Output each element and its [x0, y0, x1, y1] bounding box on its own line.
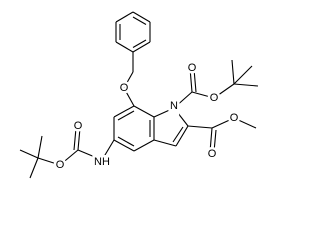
atom-label: O [188, 62, 197, 74]
bonds [19, 11, 259, 179]
atom-label: O [230, 112, 239, 124]
atom-label: O [56, 159, 65, 171]
atom-labels: O N O O O O NH O O [53, 60, 241, 174]
atom-label: N [170, 100, 178, 112]
atom-label: NH [94, 156, 110, 168]
structure-diagram: O N O O O O NH O O [19, 11, 259, 179]
atom-label: O [120, 82, 129, 94]
atom-label: O [210, 92, 219, 104]
atom-label: O [208, 148, 217, 160]
atom-label: O [74, 120, 83, 132]
